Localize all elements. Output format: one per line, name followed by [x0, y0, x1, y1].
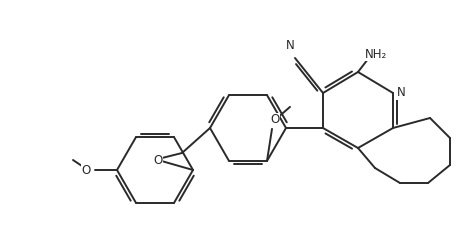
- Text: NH₂: NH₂: [365, 47, 387, 61]
- Text: O: O: [270, 113, 280, 126]
- Text: O: O: [82, 164, 91, 176]
- Text: O: O: [153, 154, 163, 166]
- Text: N: N: [396, 87, 405, 99]
- Text: N: N: [286, 40, 294, 52]
